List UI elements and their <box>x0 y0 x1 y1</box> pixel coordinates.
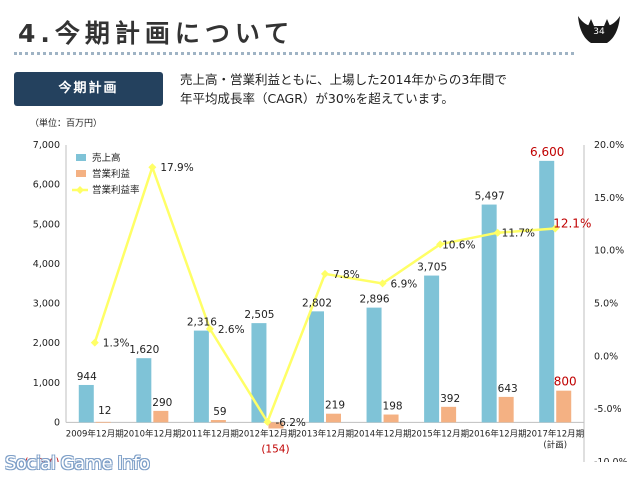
operating-profit-data-label: 59 <box>213 406 226 418</box>
legend-swatch-operating-profit <box>76 170 86 177</box>
x-tick-label: 2017年12月期 <box>526 428 584 439</box>
operating-profit-bar <box>95 421 111 423</box>
title-divider <box>14 52 574 55</box>
sales-data-label: 2,802 <box>302 297 332 309</box>
description: 売上高・営業利益ともに、上場した2014年からの3年間で 年平均成長率（CAGR… <box>180 70 620 108</box>
y-left-min-label: (1,000) <box>25 457 60 462</box>
y-right-tick-label: 20.0% <box>594 140 624 151</box>
operating-margin-point <box>436 240 445 249</box>
operating-margin-data-label: 1.3% <box>103 338 130 350</box>
sales-bar <box>539 160 555 423</box>
operating-profit-bar <box>441 406 457 423</box>
y-right-tick-label: -5.0% <box>594 404 622 415</box>
page-number: 34 <box>593 27 605 37</box>
y-right-tick-label: 5.0% <box>594 299 618 310</box>
legend-swatch-sales <box>76 154 86 161</box>
legend-marker-operating-margin <box>76 186 84 194</box>
operating-profit-data-label: 12 <box>98 405 111 417</box>
sales-bar <box>78 384 94 423</box>
operating-margin-data-label: 11.7% <box>502 228 535 240</box>
operating-profit-data-label: 800 <box>554 375 577 389</box>
sales-data-label: 6,600 <box>530 145 564 159</box>
company-logo-icon <box>578 16 620 43</box>
operating-margin-data-label: 17.9% <box>160 162 193 174</box>
x-tick-label: 2016年12月期 <box>469 428 527 439</box>
operating-margin-data-label: 2.6% <box>218 324 245 336</box>
sales-data-label: 944 <box>77 371 97 383</box>
sales-data-label: 2,505 <box>244 309 274 321</box>
operating-profit-data-label: (154) <box>261 443 289 455</box>
sales-profit-chart: （単位：百万円） 0 1,000 2,000 3,000 4,000 5,000 6,000 7… <box>25 117 628 462</box>
watermark-logo: Social Game Info <box>5 453 150 474</box>
operating-profit-bar <box>556 390 572 423</box>
sales-data-label: 1,620 <box>129 344 159 356</box>
operating-profit-bar <box>383 414 399 423</box>
slide-title: 4.今期計画について <box>18 19 295 48</box>
operating-profit-bar <box>498 396 514 423</box>
sales-bar <box>424 275 440 423</box>
y-left-tick-label: 3,000 <box>33 299 60 310</box>
sales-bar <box>481 204 497 423</box>
operating-margin-point <box>378 279 387 288</box>
operating-profit-bar <box>268 422 284 429</box>
description-line-2: 年平均成長率（CAGR）が30%を超えています。 <box>180 91 454 106</box>
y-left-tick-label: 0 <box>54 417 60 428</box>
operating-margin-data-label: 10.6% <box>442 239 475 251</box>
operating-margin-data-label: -6.2% <box>275 417 305 429</box>
operating-profit-data-label: 198 <box>383 401 403 413</box>
y-left-tick-label: 1,000 <box>33 378 60 389</box>
operating-profit-data-label: 219 <box>325 400 345 412</box>
sales-bar <box>251 323 267 423</box>
legend-label-operating-profit: 営業利益 <box>92 168 131 180</box>
plan-badge: 今期計画 <box>14 72 163 106</box>
description-line-1: 売上高・営業利益ともに、上場した2014年からの3年間で <box>180 72 507 87</box>
x-tick-label: 2015年12月期 <box>411 428 469 439</box>
legend-label-sales: 売上高 <box>92 152 121 164</box>
x-tick-label: 2014年12月期 <box>354 428 412 439</box>
unit-label: （単位：百万円） <box>30 117 102 129</box>
y-left-tick-label: 4,000 <box>33 259 60 270</box>
operating-margin-point <box>90 338 99 347</box>
sales-bar <box>193 330 209 423</box>
y-right-tick-label: 10.0% <box>594 246 624 257</box>
operating-margin-point <box>263 417 272 426</box>
operating-margin-point <box>551 224 560 233</box>
operating-margin-point <box>205 324 214 333</box>
y-left-tick-label: 5,000 <box>33 219 60 230</box>
operating-margin-point <box>148 163 157 172</box>
operating-profit-bar <box>210 420 226 423</box>
operating-margin-point <box>321 269 329 278</box>
operating-margin-data-label: 6.9% <box>391 278 418 290</box>
y-right-tick-label: -10.0% <box>594 457 628 462</box>
y-left-tick-label: 6,000 <box>33 180 60 191</box>
x-tick-label: 2009年12月期 <box>66 428 124 439</box>
x-tick-label: 2012年12月期 <box>238 428 296 439</box>
operating-profit-data-label: 290 <box>152 397 172 409</box>
operating-margin-point <box>493 228 502 237</box>
x-tick-label: 2013年12月期 <box>296 428 354 439</box>
operating-margin-data-label: 12.1% <box>553 216 591 230</box>
y-left-tick-label: 2,000 <box>33 338 60 349</box>
legend-label-operating-margin: 営業利益率 <box>92 184 140 196</box>
sales-bar <box>309 311 324 423</box>
y-right-tick-label: 0.0% <box>594 351 618 362</box>
sales-data-label: 5,497 <box>475 191 505 203</box>
x-tick-label: 2010年12月期 <box>123 428 181 439</box>
x-tick-label: 2011年12月期 <box>181 428 239 439</box>
sales-data-label: 2,316 <box>187 317 217 329</box>
operating-profit-bar <box>153 410 169 423</box>
operating-profit-data-label: 643 <box>498 383 518 395</box>
operating-margin-data-label: 7.8% <box>333 269 360 281</box>
x-tick-label: (計画) <box>543 439 567 450</box>
sales-bar <box>136 358 152 423</box>
operating-profit-bar <box>326 413 341 423</box>
sales-bar <box>366 307 382 423</box>
sales-data-label: 2,896 <box>360 294 390 306</box>
sales-data-label: 3,705 <box>417 262 447 274</box>
y-left-tick-label: 7,000 <box>33 140 60 151</box>
y-right-tick-label: 15.0% <box>594 193 624 204</box>
operating-profit-data-label: 392 <box>440 393 460 405</box>
